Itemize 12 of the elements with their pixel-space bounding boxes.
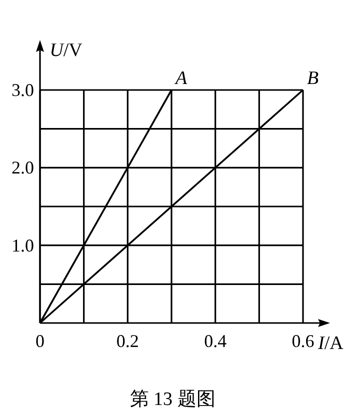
x-axis-title: I/A (317, 333, 344, 354)
x-tick-label: 0.2 (116, 331, 139, 351)
x-tick-label: 0.6 (292, 331, 314, 351)
y-tick-label: 3.0 (12, 80, 34, 100)
x-tick-label: 0 (36, 331, 44, 351)
y-tick-label: 1.0 (12, 235, 34, 256)
series-label: A (174, 68, 188, 89)
text: 第 13 题图 (130, 389, 216, 410)
y-tick-label: 2.0 (12, 158, 34, 178)
y-axis-title: U/V (50, 40, 83, 61)
x-tick-label: 0.4 (204, 331, 227, 351)
series-label: B (307, 68, 319, 89)
